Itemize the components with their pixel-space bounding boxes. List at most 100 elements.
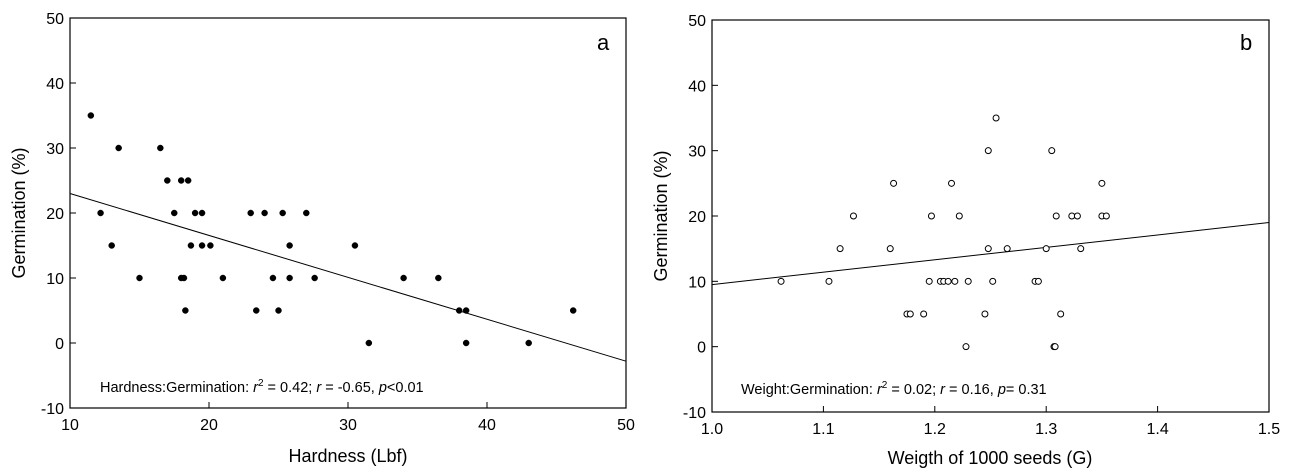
data-point <box>984 147 992 155</box>
data-point <box>1073 212 1081 220</box>
y-tick-label: 40 <box>688 78 706 95</box>
y-tick-label: 0 <box>55 336 64 353</box>
panel-a-regression-line <box>69 193 627 362</box>
panel-b-x-tick-labels: 1.0 1.1 1.2 1.3 1.4 1.5 <box>701 421 1280 438</box>
data-point <box>198 242 206 249</box>
panel-b-regression-line <box>711 222 1270 286</box>
data-point <box>279 209 286 217</box>
panel-a-r-value: = -0.65, <box>321 380 379 396</box>
data-point <box>1034 277 1042 285</box>
panel-b-p-value: = 0.31 <box>1006 382 1047 398</box>
data-point <box>219 274 227 282</box>
y-tick-label: 0 <box>697 340 706 357</box>
y-tick-label: -10 <box>683 405 706 422</box>
x-tick-label: 40 <box>478 417 496 434</box>
data-point <box>1051 343 1059 351</box>
panel-b-p-symbol: p <box>997 382 1006 398</box>
data-point <box>962 343 970 351</box>
data-point <box>1052 212 1060 220</box>
data-point <box>906 310 914 318</box>
panel-a-x-axis-label: Hardness (Lbf) <box>288 446 407 466</box>
data-point <box>569 307 577 314</box>
x-tick-label: 30 <box>339 417 357 434</box>
data-point <box>462 339 470 347</box>
panel-a-plot-frame <box>69 17 627 409</box>
panel-a-tick-marks <box>69 17 627 409</box>
panel-b-stats-annotation: Weight:Germination: r2 = 0.02; r = 0.16,… <box>741 380 1047 398</box>
panel-a-stats-annotation: Hardness:Germination: r2 = 0.42; r = -0.… <box>100 378 424 396</box>
panel-b-r-value: = 0.16, <box>945 382 998 398</box>
data-point <box>164 177 171 184</box>
panel-b-y-axis-label: Germination (%) <box>651 150 671 281</box>
data-point <box>989 277 997 285</box>
data-point <box>849 212 857 220</box>
y-tick-label: 10 <box>46 271 64 288</box>
data-point <box>269 274 277 282</box>
data-point <box>184 177 192 184</box>
data-point <box>435 274 442 282</box>
data-point <box>925 277 933 285</box>
data-point <box>275 307 282 314</box>
data-point <box>455 307 463 314</box>
panel-b-r2-value: = 0.02; <box>887 382 940 398</box>
data-point <box>927 212 935 220</box>
y-tick-label: 40 <box>46 76 64 93</box>
data-point <box>365 339 373 347</box>
data-point <box>286 242 293 249</box>
data-point <box>836 245 844 253</box>
data-point <box>253 307 260 314</box>
panel-a-p-symbol: p <box>378 380 387 396</box>
data-point <box>303 209 310 217</box>
data-point <box>955 212 963 220</box>
panel-b-tick-marks <box>711 19 1270 413</box>
panel-b-x-axis-label: Weigth of 1000 seeds (G) <box>888 448 1093 468</box>
data-point <box>182 307 189 314</box>
panel-a-r2-symbol: r <box>253 380 259 396</box>
data-point <box>1102 212 1110 220</box>
panel-b-r2-symbol: r <box>877 382 883 398</box>
y-tick-label: 50 <box>688 13 706 30</box>
y-tick-label: 10 <box>688 274 706 291</box>
data-point <box>187 242 195 249</box>
panel-b-y-tick-labels: -10 0 10 20 30 40 50 <box>683 13 706 422</box>
data-point <box>261 209 268 217</box>
x-tick-label: 20 <box>200 417 218 434</box>
data-point <box>177 177 185 184</box>
y-tick-label: 30 <box>46 141 64 158</box>
data-point <box>136 274 143 282</box>
panel-a-stats-prefix: Hardness:Germination: <box>100 380 253 396</box>
data-point <box>981 310 989 318</box>
data-point <box>992 114 1000 122</box>
data-point <box>944 277 952 285</box>
data-point <box>191 209 199 217</box>
data-point <box>115 144 122 152</box>
x-tick-label: 1.1 <box>812 421 834 438</box>
data-point <box>171 209 178 217</box>
panel-a-y-tick-labels: -10 0 10 20 30 40 50 <box>41 11 64 418</box>
panel-b-weight-chart: -10 0 10 20 30 40 50 1.0 1.1 1.2 1.3 1.4 1.5 b Weig… <box>651 13 1280 468</box>
panel-b-r2-superscript: 2 <box>882 380 888 391</box>
data-point <box>108 242 115 249</box>
panel-a-x-tick-labels: 10 20 30 40 50 <box>61 417 635 434</box>
panel-b-r-symbol: r <box>940 382 946 398</box>
x-tick-label: 1.5 <box>1258 421 1280 438</box>
data-point <box>920 310 928 318</box>
data-point <box>400 274 407 282</box>
data-point <box>180 274 188 282</box>
panel-a-r-symbol: r <box>316 380 322 396</box>
x-tick-label: 1.2 <box>924 421 946 438</box>
panel-b-stats-prefix: Weight:Germination: <box>741 382 877 398</box>
y-tick-label: -10 <box>41 401 64 418</box>
panel-b-data-points <box>777 114 1110 351</box>
data-point <box>207 242 214 249</box>
x-tick-label: 10 <box>61 417 79 434</box>
data-point <box>777 277 785 285</box>
data-point <box>97 209 104 217</box>
data-point <box>462 307 470 314</box>
panel-a-r2-value: = 0.42; <box>264 380 317 396</box>
data-point <box>984 245 992 253</box>
data-point <box>311 274 318 282</box>
data-point <box>1042 245 1050 253</box>
x-tick-label: 1.3 <box>1035 421 1057 438</box>
data-point <box>198 209 206 217</box>
